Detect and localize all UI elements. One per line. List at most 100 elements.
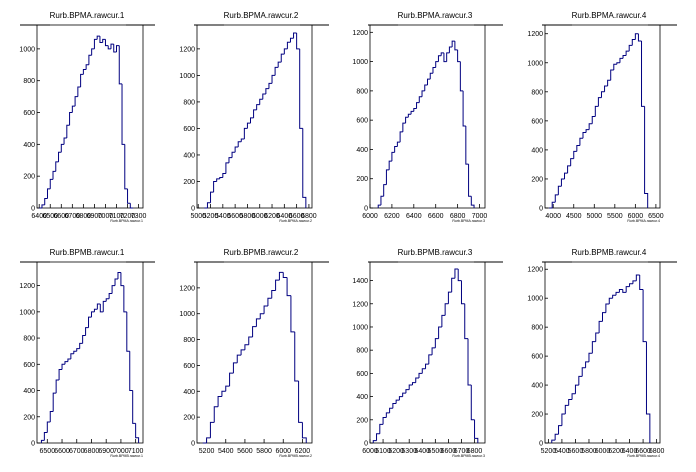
histogram-bin bbox=[416, 102, 420, 109]
histogram-bin bbox=[44, 197, 48, 205]
histogram-bin bbox=[102, 300, 107, 312]
x-tick-label: 6600 bbox=[54, 448, 70, 455]
histogram-bin bbox=[554, 433, 559, 441]
x-tick-label: 7100 bbox=[128, 448, 144, 455]
histogram-bin bbox=[69, 112, 73, 126]
histogram-bin bbox=[376, 433, 380, 441]
histogram-bin bbox=[641, 40, 645, 107]
histogram-bin bbox=[576, 145, 580, 152]
y-tick-label: 200 bbox=[531, 412, 543, 419]
chart-title: Rurb.BPMA.rawcur.2 bbox=[224, 11, 299, 20]
histogram-bin bbox=[108, 292, 113, 299]
x-tick-label: 6600 bbox=[428, 213, 444, 220]
histogram-bin bbox=[568, 399, 573, 406]
histogram-bin bbox=[294, 331, 299, 382]
histogram-bin bbox=[462, 90, 466, 127]
y-tick-label: 800 bbox=[356, 88, 368, 95]
x-tick-label: 7000 bbox=[98, 213, 114, 220]
histogram-bin bbox=[372, 440, 377, 443]
histogram-bin bbox=[111, 285, 116, 294]
y-tick-label: 400 bbox=[531, 147, 543, 154]
x-tick-label: 6100 bbox=[375, 448, 391, 455]
histogram-bin bbox=[411, 382, 416, 385]
y-tick-label: 1000 bbox=[527, 60, 543, 67]
histogram-bin bbox=[405, 389, 410, 394]
histogram-bin bbox=[110, 43, 114, 49]
histogram-bin bbox=[274, 66, 279, 76]
histogram-bin bbox=[127, 188, 131, 204]
histogram-bin bbox=[102, 38, 106, 43]
histogram-bin bbox=[216, 178, 220, 182]
y-tick-label: 400 bbox=[183, 152, 195, 159]
histogram-bin bbox=[578, 375, 583, 386]
histogram-bin bbox=[607, 79, 611, 86]
histogram-bin bbox=[616, 62, 620, 65]
histogram-bin bbox=[60, 143, 65, 153]
histogram-bin bbox=[446, 52, 450, 62]
histogram-bin bbox=[85, 327, 89, 336]
histogram-bin bbox=[206, 202, 211, 208]
x-axis-label: Rurb.BPMA.rawcur.3 bbox=[452, 219, 485, 223]
histogram-bin bbox=[67, 358, 71, 362]
x-tick-label: 5400 bbox=[215, 213, 231, 220]
histogram-bin bbox=[385, 412, 390, 418]
histogram-bin bbox=[459, 61, 464, 92]
y-tick-label: 1000 bbox=[179, 311, 195, 318]
histogram-bin bbox=[55, 379, 60, 394]
histogram-bin bbox=[432, 66, 436, 74]
histogram-bin bbox=[639, 275, 644, 291]
x-tick-label: 7300 bbox=[131, 213, 147, 220]
histogram-bin bbox=[263, 305, 268, 314]
plot-frame bbox=[369, 261, 486, 444]
histogram-bin bbox=[570, 158, 574, 166]
histogram-bin bbox=[467, 338, 472, 386]
histogram-bin bbox=[413, 107, 417, 112]
histogram-bin bbox=[290, 295, 295, 333]
histogram-bin bbox=[588, 123, 593, 130]
histogram-bin bbox=[99, 36, 103, 44]
histogram-bin bbox=[55, 161, 59, 172]
histogram-bin bbox=[88, 316, 92, 328]
histogram-bin bbox=[457, 268, 462, 282]
chart-title: Rurb.BPMB.rawcur.2 bbox=[224, 248, 299, 257]
x-axis-label: Rurb.BPMA.rawcur.1 bbox=[110, 219, 143, 223]
histogram-bin bbox=[250, 117, 254, 124]
x-tick-label: 5000 bbox=[586, 213, 602, 220]
histogram-bin bbox=[625, 50, 630, 56]
x-tick-label: 6700 bbox=[454, 448, 470, 455]
histogram-bin bbox=[243, 127, 248, 140]
y-tick-label: 600 bbox=[356, 371, 368, 378]
histogram-bin bbox=[598, 320, 603, 333]
histogram-bin bbox=[52, 170, 56, 180]
y-tick-label: 400 bbox=[531, 383, 543, 390]
histogram-bin bbox=[632, 280, 637, 284]
histogram-bin bbox=[121, 83, 125, 145]
histogram-bin bbox=[282, 272, 288, 279]
histogram-bin bbox=[608, 297, 613, 304]
histogram-bin bbox=[470, 196, 475, 208]
x-tick-label: 5200 bbox=[541, 448, 557, 455]
y-tick-label: 600 bbox=[356, 118, 368, 125]
histogram-bin bbox=[434, 338, 439, 348]
y-tick-label: 200 bbox=[23, 414, 35, 421]
y-tick-label: 1000 bbox=[527, 296, 543, 303]
y-tick-label: 1200 bbox=[352, 301, 368, 308]
histogram-bin bbox=[581, 367, 586, 377]
x-tick-label: 6000 bbox=[595, 448, 611, 455]
histogram-bin bbox=[440, 52, 444, 56]
x-tick-label: 6800 bbox=[76, 213, 92, 220]
histogram-bin bbox=[225, 162, 229, 174]
x-tick-label: 6400 bbox=[277, 213, 293, 220]
x-tick-label: 6500 bbox=[648, 213, 664, 220]
histogram-bin bbox=[265, 88, 269, 94]
histogram-bin bbox=[66, 124, 70, 138]
plot-frame bbox=[544, 24, 661, 209]
x-tick-label: 6600 bbox=[54, 213, 70, 220]
histogram-bin bbox=[618, 289, 623, 293]
x-tick-label: 6000 bbox=[628, 213, 644, 220]
y-tick-label: 600 bbox=[531, 354, 543, 361]
x-tick-label: 7200 bbox=[120, 213, 136, 220]
histogram-bin bbox=[561, 413, 566, 426]
histogram-bin bbox=[255, 318, 261, 327]
x-tick-label: 4500 bbox=[566, 213, 582, 220]
